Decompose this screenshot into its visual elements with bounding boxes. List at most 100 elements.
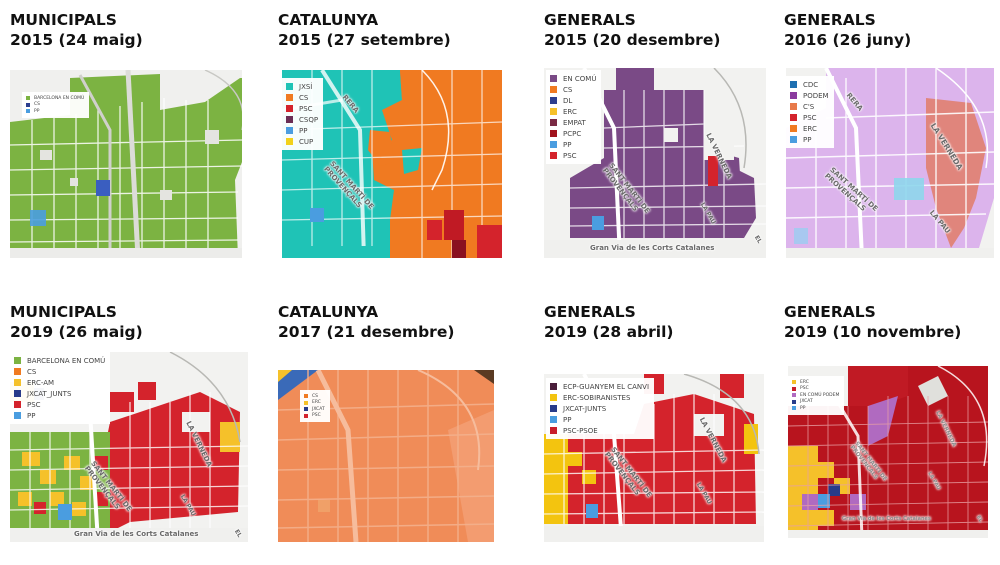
legend-item: ECP-GUANYEM EL CANVI [550, 381, 649, 392]
title-line-2: 2017 (21 desembre) [278, 323, 455, 341]
title-line-1: CATALUNYA [278, 303, 379, 321]
legend-label: JXSÍ [299, 82, 313, 91]
legend-swatch [790, 103, 797, 110]
legend-label: BARCELONA EN COMÚ [34, 95, 85, 101]
legend-item: PP [26, 108, 84, 115]
legend-label: JXCAT_JUNTS [27, 389, 72, 398]
legend-swatch [26, 96, 30, 101]
legend-label: PP [34, 108, 40, 114]
title-line-1: CATALUNYA [278, 11, 379, 29]
title-line-2: 2016 (26 juny) [784, 31, 912, 49]
title-line-1: GENERALS [544, 303, 636, 321]
legend-label: PP [299, 126, 308, 135]
legend-swatch [550, 119, 557, 126]
map-legend: ERC PSC EN COMÚ PODEM JXCAT PP [788, 376, 845, 415]
legend-swatch [792, 399, 796, 404]
legend-item: JXCAT-JUNTS [550, 403, 649, 414]
legend-item: BARCELONA EN COMÚ [14, 355, 105, 366]
legend-swatch [550, 75, 557, 82]
legend-item: JXCAT_JUNTS [14, 388, 105, 399]
legend-label: ERC-AM [27, 378, 55, 387]
legend-item: PSC [790, 112, 829, 123]
legend-swatch [550, 427, 557, 434]
legend-item: PODEM [790, 90, 829, 101]
legend-item: PSC-PSOE [550, 425, 649, 436]
legend-label: PP [800, 405, 806, 411]
panel-municipals-2019: MUNICIPALS 2019 (26 maig) [10, 302, 250, 552]
legend-swatch [790, 81, 797, 88]
map-municipals-2019: BARCELONA EN COMÚ CS ERC-AM JXCAT_JUNTS … [10, 352, 248, 542]
legend-item: CS [286, 92, 318, 103]
legend-item: EN COMÚ PODEM [792, 392, 839, 399]
title-line-2: 2015 (20 desembre) [544, 31, 721, 49]
legend-swatch [792, 406, 796, 411]
legend-item: PP [14, 410, 105, 421]
legend-item: PP [792, 405, 839, 412]
legend-label: CS [27, 367, 37, 376]
legend-swatch [550, 141, 557, 148]
title-line-1: GENERALS [544, 11, 636, 29]
legend-swatch [286, 127, 293, 134]
map-legend: EN COMÚ CS DL ERC EMPAT PCPC PP PSC [546, 70, 602, 164]
legend-item: EN COMÚ [550, 73, 596, 84]
map-legend: CDC PODEM C'S PSC ERC PP [786, 76, 834, 148]
legend-label: PP [563, 140, 572, 149]
legend-item: PSC [304, 413, 325, 420]
legend-item: BARCELONA EN COMÚ [26, 95, 84, 102]
legend-label: CDC [803, 80, 819, 89]
legend-swatch [286, 105, 293, 112]
legend-swatch [550, 383, 557, 390]
legend-label: PSC [27, 400, 41, 409]
legend-label: PSC [312, 413, 321, 419]
map-legend: ECP-GUANYEM EL CANVI ERC-SOBIRANISTES JX… [546, 378, 655, 439]
legend-label: ERC [800, 379, 809, 385]
legend-item: JXSÍ [286, 81, 318, 92]
legend-swatch [550, 405, 557, 412]
legend-item: PSC [14, 399, 105, 410]
legend-label: JXCAT-JUNTS [563, 404, 607, 413]
panel-catalunya-2015: CATALUNYA 2015 (27 setembre) JXSÍ [278, 10, 518, 258]
legend-label: PSC [800, 386, 809, 392]
map-generals-2019-abril: ECP-GUANYEM EL CANVI ERC-SOBIRANISTES JX… [544, 374, 764, 542]
legend-label: PSC [563, 151, 577, 160]
legend-item: ERC [550, 106, 596, 117]
panel-generals-2019-novembre: GENERALS 2019 (10 novembre) [784, 302, 996, 552]
panel-title: GENERALS 2019 (10 novembre) [784, 302, 961, 342]
legend-label: PODEM [803, 91, 829, 100]
legend-swatch [792, 380, 796, 385]
legend-swatch [14, 412, 21, 419]
street-label-gran-via: Gran Via de les Corts Catalanes [74, 530, 199, 538]
legend-label: CS [299, 93, 309, 102]
panel-catalunya-2017: CATALUNYA 2017 (21 desembre) CS ERC JXCA… [278, 302, 518, 552]
legend-swatch [550, 97, 557, 104]
panel-title: GENERALS 2015 (20 desembre) [544, 10, 720, 50]
legend-item: ERC-AM [14, 377, 105, 388]
legend-item: DL [550, 95, 596, 106]
legend-item: C'S [790, 101, 829, 112]
legend-swatch [550, 152, 557, 159]
street-label-gran-via: Gran Via de les Corts Catalanes [590, 244, 715, 252]
legend-swatch [304, 413, 308, 418]
legend-item: EMPAT [550, 117, 596, 128]
legend-swatch [14, 401, 21, 408]
legend-item: ERC-SOBIRANISTES [550, 392, 649, 403]
legend-item: PP [550, 414, 649, 425]
legend-label: CSQP [299, 115, 319, 124]
legend-label: CS [312, 393, 318, 399]
legend-label: ERC [312, 400, 321, 406]
legend-swatch [792, 386, 796, 391]
map-legend: BARCELONA EN COMÚ CS ERC-AM JXCAT_JUNTS … [10, 352, 111, 424]
panel-title: GENERALS 2016 (26 juny) [784, 10, 911, 50]
panel-title: CATALUNYA 2017 (21 desembre) [278, 302, 454, 342]
legend-swatch [550, 130, 557, 137]
legend-swatch [550, 108, 557, 115]
map-generals-2019-novembre: ERC PSC EN COMÚ PODEM JXCAT PP LA VERNED… [788, 366, 988, 538]
legend-swatch [14, 390, 21, 397]
title-line-1: GENERALS [784, 11, 876, 29]
legend-label: PSC [803, 113, 817, 122]
legend-label: ERC [563, 107, 577, 116]
legend-item: PCPC [550, 128, 596, 139]
legend-item: ERC [790, 123, 829, 134]
title-line-2: 2019 (26 maig) [10, 323, 143, 341]
map-legend: JXSÍ CS PSC CSQP PP CUP [282, 78, 324, 150]
